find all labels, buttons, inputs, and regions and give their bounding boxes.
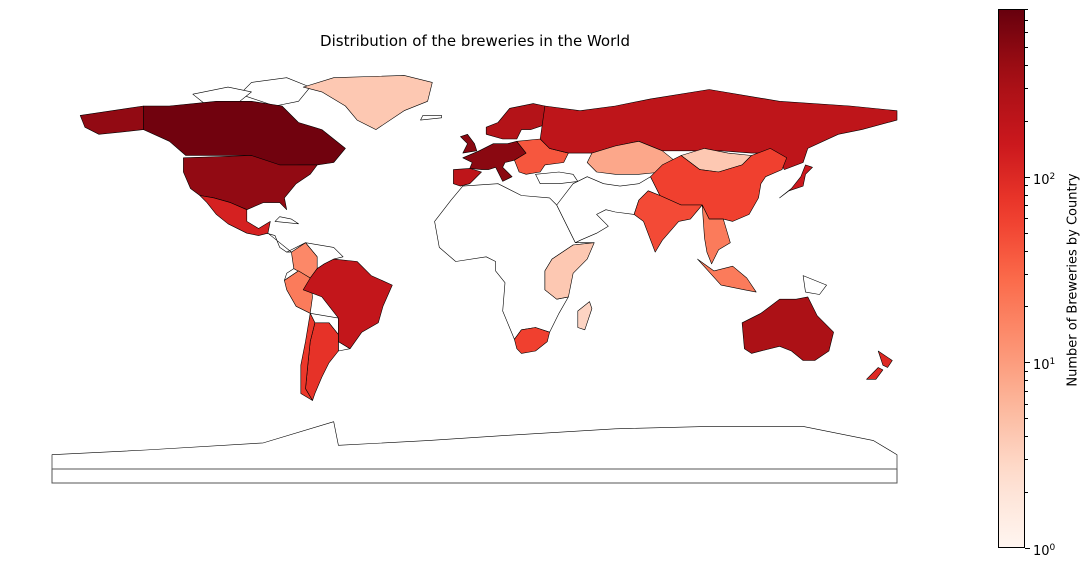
country-eastern-europe: Eastern Europe bbox=[514, 138, 569, 175]
map-landmass-layer: CanadaGreenland United States United State… bbox=[51, 75, 898, 484]
colorbar-minor-tick bbox=[1025, 250, 1028, 252]
colorbar-major-tick bbox=[1025, 548, 1030, 549]
country-australia: Australia bbox=[741, 296, 834, 361]
colorbar-minor-tick bbox=[1025, 120, 1028, 122]
colorbar-minor-tick bbox=[1025, 88, 1028, 90]
colorbar-minor-tick bbox=[1025, 185, 1028, 187]
country-peru: Peru bbox=[284, 270, 313, 314]
colorbar-major-tick bbox=[1025, 176, 1030, 178]
country-southeast-asia: Southeast Asia bbox=[701, 204, 731, 265]
country-canada: Canada bbox=[143, 101, 346, 173]
landmass-no-data bbox=[274, 216, 299, 225]
country-india: India bbox=[633, 190, 703, 253]
colorbar-minor-tick bbox=[1025, 273, 1028, 275]
colorbar-minor-tick bbox=[1025, 64, 1028, 66]
country-madagascar: Madagascar bbox=[577, 301, 593, 331]
colorbar-minor-tick bbox=[1025, 459, 1028, 461]
colorbar-minor-tick bbox=[1025, 418, 1028, 420]
colorbar-minor-tick bbox=[1025, 32, 1028, 34]
colorbar-minor-tick bbox=[1025, 194, 1028, 196]
country-iberia: Iberia bbox=[453, 168, 482, 187]
colorbar-minor-tick bbox=[1025, 380, 1028, 382]
colorbar-tick-label: 102 bbox=[1033, 171, 1056, 188]
country-japan: Japan bbox=[779, 164, 813, 199]
colorbar-minor-tick bbox=[1025, 492, 1028, 494]
country-united-states: United States bbox=[79, 105, 144, 135]
landmass-no-data bbox=[420, 115, 442, 121]
landmass-no-data bbox=[535, 171, 579, 184]
landmass-no-data bbox=[192, 86, 252, 104]
map-title: Distribution of the breweries in the Wor… bbox=[320, 32, 630, 50]
colorbar-minor-tick bbox=[1025, 19, 1028, 21]
map-bottom-frame bbox=[51, 468, 898, 484]
colorbar-minor-tick bbox=[1025, 232, 1028, 234]
colorbar-minor-tick bbox=[1025, 46, 1028, 48]
country-east-africa: East Africa bbox=[544, 242, 595, 300]
colorbar-minor-tick bbox=[1025, 403, 1028, 405]
colorbar-minor-tick bbox=[1025, 9, 1028, 10]
country-south-africa: South Africa bbox=[514, 327, 550, 354]
country-brazil: Brazil bbox=[302, 258, 393, 349]
country-new-zealand: New Zealand bbox=[877, 350, 893, 368]
colorbar-minor-tick bbox=[1025, 205, 1028, 207]
colorbar-tick-label: 101 bbox=[1033, 357, 1056, 374]
colorbar-tick-label: 100 bbox=[1033, 543, 1056, 559]
country-western-europe: Western Europe bbox=[462, 141, 527, 182]
colorbar-minor-tick bbox=[1025, 306, 1028, 308]
country-nordic-countries: Nordic countries bbox=[485, 103, 546, 140]
colorbar-major-tick bbox=[1025, 362, 1030, 364]
colorbar bbox=[998, 9, 1025, 548]
country-southeast-asia: Southeast Asia bbox=[697, 258, 757, 293]
colorbar-minor-tick bbox=[1025, 217, 1028, 219]
colorbar-label: Number of Breweries by Country bbox=[1065, 173, 1081, 387]
colorbar-minor-tick bbox=[1025, 436, 1028, 438]
country-greenland: Greenland bbox=[302, 75, 433, 130]
landmass-no-data bbox=[802, 275, 827, 295]
country-western-europe: Western Europe bbox=[460, 134, 478, 154]
country-chile: Chile bbox=[300, 313, 316, 401]
landmass-no-data bbox=[51, 421, 898, 484]
country-mexico: Mexico bbox=[199, 195, 271, 236]
colorbar-minor-tick bbox=[1025, 370, 1028, 372]
country-new-zealand: New Zealand bbox=[866, 367, 884, 380]
landmass-no-data bbox=[258, 230, 292, 253]
colorbar-minor-tick bbox=[1025, 391, 1028, 393]
country-united-states: United States bbox=[183, 155, 318, 210]
